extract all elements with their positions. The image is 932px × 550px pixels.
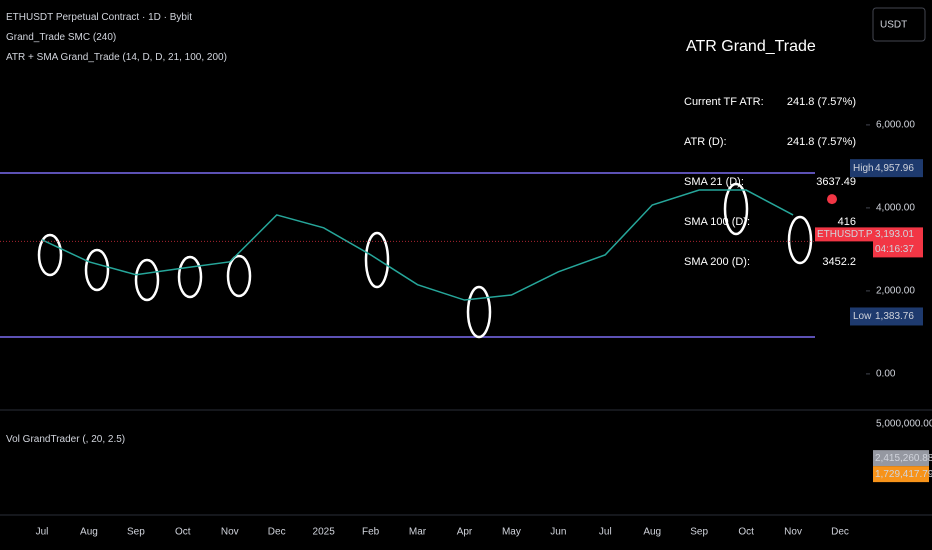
x-tick-label: Jul (36, 527, 49, 538)
x-tick-label: Nov (784, 527, 802, 538)
last-price-label: 3,193.01 (875, 229, 914, 240)
atr-value: 3637.49 (816, 176, 856, 188)
vol-last-tag (873, 450, 929, 467)
vol-ma-tag (873, 466, 929, 483)
low-price-tag (873, 307, 923, 326)
price-line (41, 189, 794, 301)
last-symbol: ETHUSDT.P (817, 229, 873, 240)
atr-label: ATR (D): (684, 136, 727, 148)
high-price-label: 4,957.96 (875, 163, 914, 174)
vol-tick-label: 5,000,000.00 (876, 419, 932, 430)
last-price-tag (873, 227, 923, 258)
atr-title: ATR Grand_Trade (686, 38, 816, 55)
x-tick-label: Aug (80, 527, 98, 538)
x-tick-label: 2025 (313, 527, 336, 538)
indicator-label: ATR + SMA Grand_Trade (14, D, D, 21, 100… (6, 52, 227, 63)
atr-label: SMA 200 (D): (684, 256, 751, 268)
x-tick-label: Jun (550, 527, 566, 538)
high-label: High (853, 163, 874, 174)
atr-value: 416 (837, 216, 856, 228)
low-price-label: 1,383.76 (875, 311, 914, 322)
atr-value: 3452.2 (822, 256, 856, 268)
marker-circles (37, 182, 813, 339)
alert-dot (827, 194, 837, 205)
y-tick-label: 6,000.00 (876, 120, 915, 131)
indicator-label: Grand_Trade SMC (240) (6, 32, 117, 43)
atr-label: SMA 21 (D): (684, 176, 744, 188)
last-tag (815, 227, 873, 242)
atr-label: Current TF ATR: (684, 96, 764, 108)
y-tick-label: 0.00 (876, 369, 896, 380)
volume-title: Vol GrandTrader (, 20, 2.5) (6, 434, 126, 445)
vol-ma-label: 1,729,417.79 (875, 469, 932, 480)
x-tick-label: Sep (127, 527, 145, 538)
x-tick-label: Aug (643, 527, 661, 538)
currency-button[interactable] (872, 7, 926, 42)
x-tick-label: Dec (268, 527, 286, 538)
countdown: 04:16:37 (875, 244, 914, 255)
high-price-tag (873, 159, 923, 178)
y-tick-label: 2,000.00 (876, 286, 915, 297)
currency-label: USDT (880, 20, 907, 31)
low-label: Low (853, 311, 872, 322)
x-tick-label: Sep (690, 527, 708, 538)
x-tick-label: Oct (175, 527, 191, 538)
low-tag (850, 307, 873, 326)
atr-value: 241.8 (7.57%) (786, 96, 856, 108)
x-tick-label: Apr (457, 527, 473, 538)
x-tick-label: Oct (738, 527, 754, 538)
x-tick-label: Feb (362, 527, 380, 538)
vol-last-label: 2,415,260.88 (875, 453, 932, 464)
x-tick-label: Jul (599, 527, 612, 538)
x-tick-label: May (502, 527, 521, 538)
atr-value: 241.8 (7.57%) (786, 136, 856, 148)
x-tick-label: Mar (409, 527, 427, 538)
high-tag (850, 159, 873, 178)
symbol-title: ETHUSDT Perpetual Contract · 1D · Bybit (6, 12, 192, 23)
atr-label: SMA 100 (D): (684, 216, 751, 228)
x-tick-label: Dec (831, 527, 849, 538)
x-tick-label: Nov (221, 527, 239, 538)
y-tick-label: 4,000.00 (876, 203, 915, 214)
